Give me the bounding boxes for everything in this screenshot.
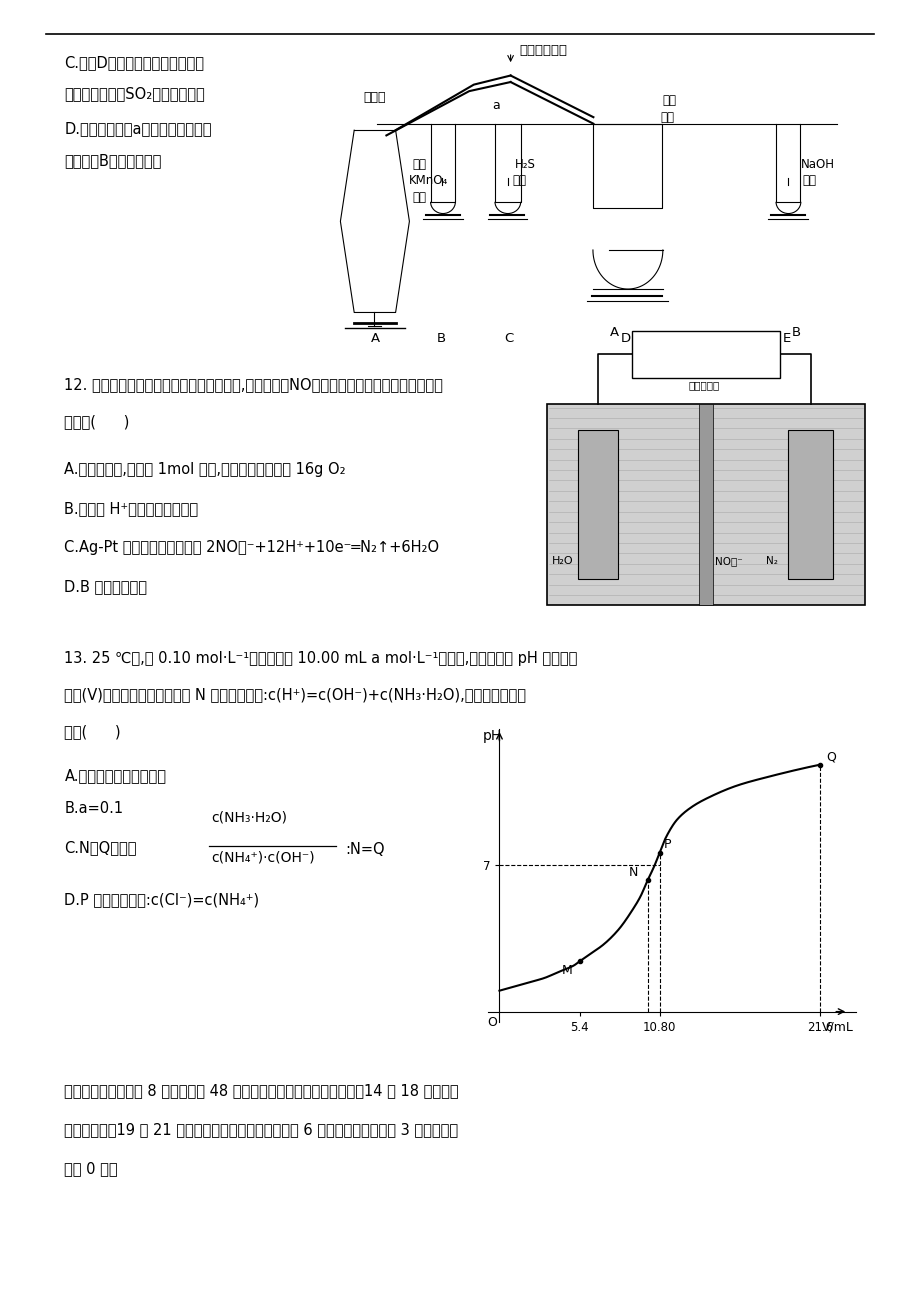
Text: 13. 25 ℃时,用 0.10 mol·L⁻¹的氨水滴定 10.00 mL a mol·L⁻¹的盐酸,混合溶液的 pH 与氨水的: 13. 25 ℃时,用 0.10 mol·L⁻¹的氨水滴定 10.00 mL a… [64, 651, 577, 667]
Text: M: M [562, 963, 572, 976]
Text: D.实验时将导管a插入浓硫酸中，可: D.实验时将导管a插入浓硫酸中，可 [64, 121, 211, 137]
Text: 二、选择题（本题共 8 小题。共计 48 分，在每小题给出的四个选项中，14 到 18 题只有一: 二、选择题（本题共 8 小题。共计 48 分，在每小题给出的四个选项中，14 到… [64, 1083, 459, 1099]
Text: B.a=0.1: B.a=0.1 [64, 801, 123, 816]
Text: 溶液: 溶液 [660, 111, 674, 124]
Text: Pt: Pt [584, 474, 596, 483]
Text: B: B [437, 332, 446, 345]
Text: NO〃⁻: NO〃⁻ [715, 556, 743, 566]
Text: NaOH: NaOH [800, 158, 834, 171]
Text: H₂O: H₂O [551, 556, 573, 566]
Text: 个正确选项，19 到 21 有多个正确选项，全部选对的得 6 分，选对但不全的得 3 分，有选错: 个正确选项，19 到 21 有多个正确选项，全部选对的得 6 分，选对但不全的得… [64, 1122, 458, 1138]
Text: 直流电源: 直流电源 [692, 335, 719, 345]
Text: c(NH₄⁺)·c(OH⁻): c(NH₄⁺)·c(OH⁻) [211, 850, 315, 865]
Text: a: a [492, 99, 499, 112]
Bar [788, 430, 832, 579]
Text: E: E [782, 332, 789, 345]
Text: 的是(      ): 的是( ) [64, 724, 121, 740]
Text: KMnO₄: KMnO₄ [408, 174, 448, 187]
Text: C: C [504, 332, 513, 345]
Bar [577, 430, 618, 579]
Text: Q: Q [825, 750, 834, 763]
Text: N₂: N₂ [766, 556, 777, 566]
Text: 溶液: 溶液 [512, 174, 526, 187]
Text: 电极: 电极 [584, 493, 596, 503]
Text: B.溶液中 H⁺从阳极向阴极迁移: B.溶液中 H⁺从阳极向阴极迁移 [64, 501, 199, 517]
Text: pH: pH [482, 729, 501, 742]
Text: 酸性: 酸性 [412, 158, 425, 171]
Text: 体积(V)的关系如图所示。已知 N 点溶液中存在:c(H⁺)=c(OH⁻)+c(NH₃·H₂O),下列说法不正确: 体积(V)的关系如图所示。已知 N 点溶液中存在:c(H⁺)=c(OH⁻)+c(… [64, 687, 526, 703]
Text: H₂S: H₂S [515, 158, 536, 171]
Bar [632, 331, 779, 378]
Text: D.P 点溶液中存在:c(Cl⁻)=c(NH₄⁺): D.P 点溶液中存在:c(Cl⁻)=c(NH₄⁺) [64, 892, 259, 907]
Text: Ag-Pt: Ag-Pt [797, 471, 824, 480]
Text: O: O [486, 1017, 496, 1030]
Text: 变红色，可验证SO₂溶于水显酸性: 变红色，可验证SO₂溶于水显酸性 [64, 86, 205, 102]
Text: 确的是(      ): 确的是( ) [64, 414, 130, 430]
Text: N: N [628, 866, 637, 879]
Text: 电极: 电极 [804, 493, 817, 503]
Text: 质子交换膜: 质子交换膜 [688, 380, 719, 391]
Text: 溶液: 溶液 [412, 191, 425, 204]
Text: A.电解过程中,每转移 1mol 电子,则左侧电极就产生 16g O₂: A.电解过程中,每转移 1mol 电子,则左侧电极就产生 16g O₂ [64, 462, 346, 478]
Text: 可抽动的铁丝: 可抽动的铁丝 [519, 44, 567, 57]
Text: 浓硫酸: 浓硫酸 [363, 91, 385, 104]
Text: D: D [619, 332, 630, 345]
Text: 12. 化学在环境保护中起着十分重要的作用,电化学降解NO〃的原理如图所示。下列说法不正: 12. 化学在环境保护中起着十分重要的作用,电化学降解NO〃的原理如图所示。下列… [64, 378, 443, 393]
Text: c(NH₃·H₂O): c(NH₃·H₂O) [211, 810, 288, 824]
Text: 溶液: 溶液 [801, 174, 815, 187]
Text: 的得 0 分）: 的得 0 分） [64, 1161, 118, 1177]
Text: A.图上四点分子种类相同: A.图上四点分子种类相同 [64, 768, 166, 784]
Text: :N=Q: :N=Q [345, 842, 384, 858]
Bar [698, 404, 713, 605]
Text: A: A [609, 326, 618, 339]
Text: V/mL: V/mL [821, 1021, 853, 1034]
Bar [547, 404, 864, 605]
Text: B: B [791, 326, 800, 339]
Text: P: P [664, 838, 671, 852]
Text: C.装置D中品红溶液褪色后加热又: C.装置D中品红溶液褪色后加热又 [64, 55, 204, 70]
Text: C.Ag-Pt 电极的电极反应式为 2NO〃⁻+12H⁺+10e⁻═N₂↑+6H₂O: C.Ag-Pt 电极的电极反应式为 2NO〃⁻+12H⁺+10e⁻═N₂↑+6H… [64, 540, 439, 556]
Text: C.N、Q两点的: C.N、Q两点的 [64, 840, 137, 855]
Text: 防止装置B中的溶液倒吸: 防止装置B中的溶液倒吸 [64, 154, 162, 169]
Text: D.B 为电源的负极: D.B 为电源的负极 [64, 579, 147, 595]
Text: 品红: 品红 [662, 94, 675, 107]
Text: A: A [370, 332, 380, 345]
